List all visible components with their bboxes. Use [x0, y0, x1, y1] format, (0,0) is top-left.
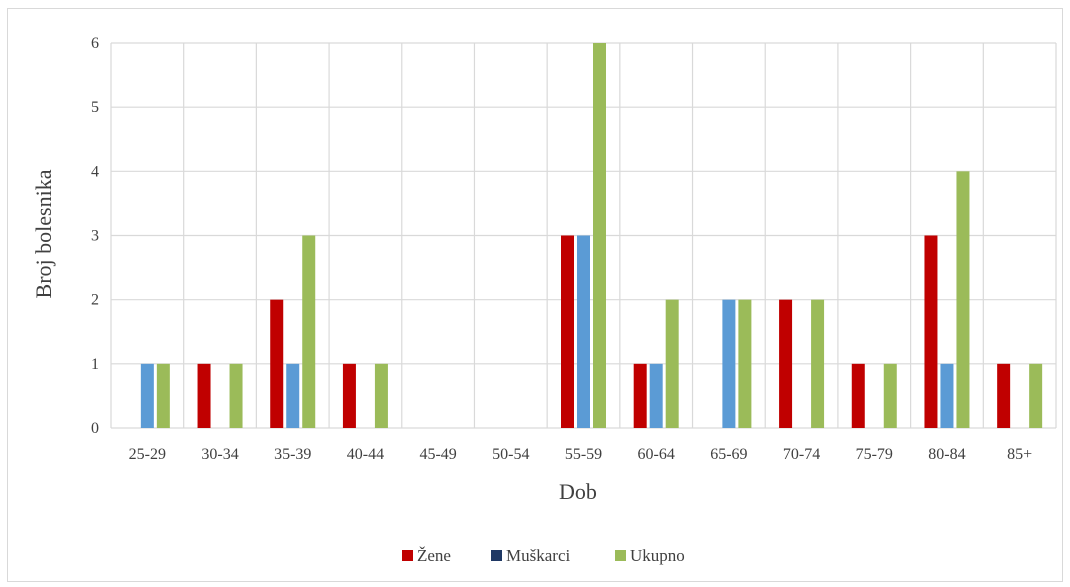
- y-tick-label: 4: [91, 163, 99, 180]
- bar-zene-55-59: [561, 235, 574, 428]
- bar-ukupno-70-74: [811, 299, 825, 428]
- x-tick-label: 30-34: [201, 446, 238, 463]
- x-tick-label: 55-59: [565, 446, 602, 463]
- bar-ukupno-40-44: [374, 363, 388, 428]
- x-tick-label: 80-84: [928, 446, 965, 463]
- y-tick-label: 0: [91, 420, 99, 437]
- bar-muskarci-65-69: [722, 299, 736, 428]
- bar-zene-70-74: [779, 299, 793, 428]
- x-tick-label: 25-29: [129, 446, 166, 463]
- legend-label: Ukupno: [630, 546, 685, 565]
- bar-muskarci-55-59: [577, 235, 590, 428]
- bar-zene-35-39: [270, 299, 284, 428]
- bar-zene-40-44: [342, 363, 356, 428]
- bar-muskarci-60-64: [649, 363, 663, 428]
- x-axis-title: Dob: [559, 479, 597, 504]
- y-tick-label: 5: [91, 99, 99, 116]
- bar-ukupno-35-39: [302, 235, 316, 428]
- legend-swatch: [491, 550, 502, 561]
- bar-zene-60-64: [633, 363, 647, 428]
- y-axis-title: Broj bolesnika: [31, 169, 56, 298]
- bar-ukupno-85+: [1029, 363, 1043, 428]
- bar-ukupno-75-79: [883, 363, 897, 428]
- x-tick-label: 35-39: [274, 446, 311, 463]
- bar-ukupno-60-64: [665, 299, 679, 428]
- y-tick-label: 2: [91, 292, 99, 309]
- x-tick-label: 60-64: [638, 446, 675, 463]
- x-tick-label: 50-54: [492, 446, 529, 463]
- bar-ukupno-30-34: [229, 363, 243, 428]
- x-tick-label: 75-79: [856, 446, 893, 463]
- bar-ukupno-80-84: [956, 171, 970, 429]
- legend-swatch: [615, 550, 626, 561]
- x-axis-ticks: 25-29 30-34 35-39 40-44 45-49 50-54 55-59 60-64…: [129, 446, 1032, 463]
- bar-ukupno-55-59: [593, 43, 606, 428]
- bar-ukupno-25-29: [156, 363, 170, 428]
- bar-muskarci-35-39: [286, 363, 300, 428]
- bar-zene-75-79: [851, 363, 865, 428]
- y-tick-label: 6: [91, 35, 99, 52]
- grid: [110, 42, 1057, 429]
- legend-label: Žene: [417, 546, 451, 565]
- x-tick-label: 65-69: [710, 446, 747, 463]
- x-tick-label: 45-49: [419, 446, 456, 463]
- y-tick-label: 3: [91, 228, 99, 245]
- x-tick-label: 85+: [1007, 446, 1032, 463]
- chart-frame: 0 1 2 3 4 5 6 25-29 30-34 35-39 40-44 45-49 50-54 55…: [7, 8, 1063, 582]
- bar-ukupno-65-69: [738, 299, 752, 428]
- bar-muskarci-80-84: [940, 363, 954, 428]
- bars: [140, 43, 1043, 429]
- y-tick-label: 1: [91, 356, 99, 373]
- x-tick-label: 70-74: [783, 446, 820, 463]
- bar-zene-80-84: [924, 235, 938, 428]
- legend: Žene Muškarci Ukupno: [402, 546, 685, 565]
- y-axis-ticks: 0 1 2 3 4 5 6: [91, 35, 99, 437]
- bar-zene-30-34: [197, 363, 211, 428]
- legend-label: Muškarci: [506, 546, 570, 565]
- bar-chart: 0 1 2 3 4 5 6 25-29 30-34 35-39 40-44 45-49 50-54 55…: [31, 35, 1057, 565]
- legend-swatch: [402, 550, 413, 561]
- bar-muskarci-25-29: [140, 363, 154, 428]
- x-tick-label: 40-44: [347, 446, 384, 463]
- bar-zene-85+: [997, 363, 1011, 428]
